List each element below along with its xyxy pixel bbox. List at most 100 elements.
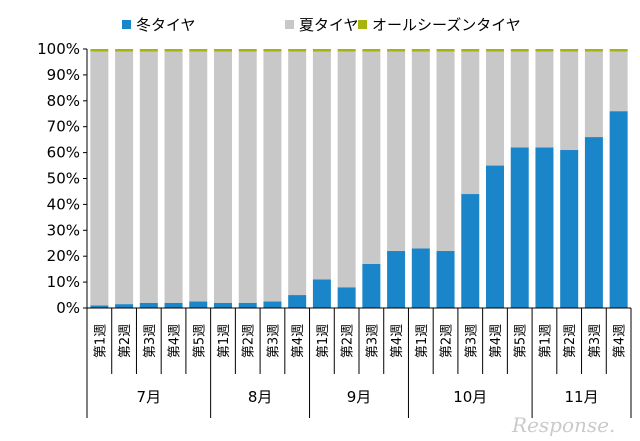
y-tick-label: 40% <box>47 195 80 213</box>
x-tick-label: 第5週 <box>192 324 207 358</box>
bar-segment <box>214 302 232 308</box>
bar-segment <box>584 51 603 138</box>
x-tick-label: 第3週 <box>143 324 158 358</box>
y-axis: 0% 10% 20% 30% 40% 50% 60% 70% 80% 90% 100% <box>37 40 88 317</box>
bar-segment <box>461 51 480 195</box>
bar-segment <box>214 51 232 303</box>
bar-segment <box>238 302 257 308</box>
legend: 冬タイヤ 夏タイヤ オールシーズンタイヤ <box>122 16 521 34</box>
legend-swatch <box>358 20 367 29</box>
bar-segment <box>164 302 183 308</box>
bar-segment <box>263 51 282 302</box>
bar-segment <box>387 51 406 252</box>
x-tick-label: 第2週 <box>118 324 133 358</box>
x-tick-label: 第1週 <box>538 324 553 358</box>
bar-segment <box>560 49 579 52</box>
bar-segment <box>510 49 529 52</box>
bar-segment <box>461 49 480 52</box>
bar-segment <box>312 49 331 52</box>
x-tick-label: 第1週 <box>316 324 331 358</box>
bar-segment <box>609 51 628 112</box>
x-tick-label: 第2週 <box>563 324 578 358</box>
x-tick-label: 第1週 <box>93 324 108 358</box>
x-tick-label: 第2週 <box>341 324 356 358</box>
bar-segment <box>164 49 183 52</box>
bar-segment <box>90 305 109 308</box>
bar-segment <box>560 150 579 308</box>
bar-segment <box>486 51 504 166</box>
bar-segment <box>90 51 109 306</box>
x-tick-label: 第1週 <box>217 324 232 358</box>
x-tick-label: 第2週 <box>242 324 257 358</box>
bar-segment <box>337 287 356 308</box>
bar-segment <box>288 49 307 52</box>
bar-segment <box>214 49 232 52</box>
bar-segment <box>411 49 430 52</box>
y-tick-label: 10% <box>47 273 80 291</box>
x-tick-label: 第4週 <box>390 324 405 358</box>
bar-segment <box>436 51 455 252</box>
bar-segment <box>189 51 208 302</box>
bar-segment <box>139 302 158 308</box>
watermark-logo: Response. <box>511 413 615 437</box>
y-tick-label: 100% <box>37 40 80 58</box>
x-tick-label: 第3週 <box>266 324 281 358</box>
bar-segment <box>411 51 430 249</box>
legend-swatch <box>285 20 294 29</box>
bar-segment <box>387 49 406 52</box>
bar-segment <box>486 49 504 52</box>
y-tick-label: 20% <box>47 247 80 265</box>
bar-segment <box>510 147 529 308</box>
bar-segment <box>560 51 579 151</box>
month-label: 10月 <box>453 388 487 406</box>
bar-segment <box>436 251 455 308</box>
y-tick-label: 60% <box>47 144 80 162</box>
bar-segment <box>535 51 554 148</box>
bar-segment <box>535 49 554 52</box>
bar-segment <box>115 304 134 308</box>
y-tick-label: 90% <box>47 66 80 84</box>
x-tick-label: 第5週 <box>514 324 529 358</box>
x-tick-label: 第4週 <box>613 324 628 358</box>
bar-segment <box>411 248 430 308</box>
legend-swatch <box>122 20 131 29</box>
y-tick-label: 0% <box>56 299 80 317</box>
bar-segment <box>139 49 158 52</box>
bar-segment <box>387 251 406 308</box>
month-label: 8月 <box>248 388 273 406</box>
bar-segment <box>609 49 628 52</box>
bar-segment <box>139 51 158 303</box>
legend-label: 冬タイヤ <box>136 16 196 34</box>
bar-segment <box>164 51 183 303</box>
x-tick-label: 第3週 <box>365 324 380 358</box>
bar-segment <box>362 51 381 264</box>
legend-label: 夏タイヤ <box>299 16 359 34</box>
bar-segment <box>238 49 257 52</box>
bar-segment <box>436 49 455 52</box>
bar-segment <box>510 51 529 148</box>
bar-segment <box>288 295 307 308</box>
x-tick-label: 第4週 <box>489 324 504 358</box>
bar-segment <box>115 49 134 52</box>
bar-segment <box>486 165 504 308</box>
x-tick-label: 第3週 <box>464 324 479 358</box>
y-tick-label: 30% <box>47 221 80 239</box>
bar-segment <box>312 279 331 308</box>
bar-segment <box>263 301 282 308</box>
x-tick-label: 第4週 <box>291 324 306 358</box>
bar-segment <box>263 49 282 52</box>
bar-segment <box>115 51 134 305</box>
x-tick-label: 第4週 <box>168 324 183 358</box>
bar-segment <box>584 137 603 308</box>
bar-segment <box>337 49 356 52</box>
x-tick-label: 第1週 <box>415 324 430 358</box>
bar-segment <box>90 49 109 52</box>
y-tick-label: 70% <box>47 118 80 136</box>
y-tick-label: 80% <box>47 92 80 110</box>
bar-segment <box>189 49 208 52</box>
month-label: 11月 <box>564 388 598 406</box>
bar-segment <box>461 194 480 308</box>
y-tick-label: 50% <box>47 170 80 188</box>
bar-segment <box>189 301 208 308</box>
